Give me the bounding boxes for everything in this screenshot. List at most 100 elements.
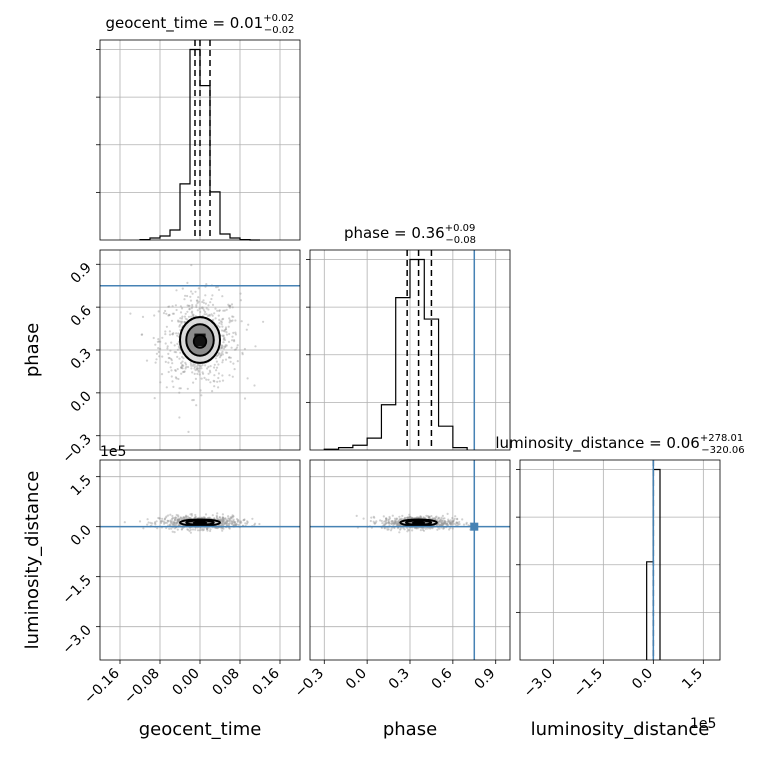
sample-point (438, 520, 441, 523)
sample-point (197, 370, 200, 373)
sample-point (225, 518, 228, 522)
sample-point (440, 516, 443, 519)
sample-point (189, 295, 192, 298)
sample-point (440, 521, 443, 524)
sample-point (180, 518, 183, 521)
sample-point (193, 363, 196, 366)
sample-point (446, 522, 449, 525)
sample-point (200, 516, 203, 519)
sample-point (196, 529, 200, 532)
sample-point (415, 527, 418, 530)
sample-point (202, 299, 205, 302)
sample-point (224, 328, 228, 331)
sample-point (179, 387, 182, 390)
sample-point (227, 515, 230, 518)
sample-point (170, 518, 173, 521)
sample-point (217, 372, 220, 375)
sample-point (405, 516, 409, 519)
sample-point (229, 516, 232, 519)
sample-point (170, 527, 173, 530)
sample-point (191, 305, 194, 308)
sample-point (208, 369, 211, 372)
sample-point (186, 294, 189, 298)
sample-point (218, 309, 221, 312)
sample-point (164, 309, 167, 313)
sample-point (221, 519, 224, 522)
sample-point (171, 380, 174, 383)
sample-point (235, 518, 239, 521)
sample-point (222, 338, 225, 341)
sample-point (447, 520, 450, 523)
sample-point (398, 515, 401, 518)
sample-point (406, 516, 409, 520)
sample-point (221, 522, 224, 525)
sample-point (441, 514, 444, 518)
sample-point (209, 301, 212, 304)
sample-point (207, 304, 210, 307)
sample-point (439, 518, 442, 521)
sample-point (443, 521, 446, 525)
sample-point (221, 374, 224, 377)
sample-point (448, 521, 451, 524)
sample-point (447, 518, 450, 521)
sample-point (191, 364, 195, 367)
sample-point (167, 361, 170, 364)
sample-point (456, 522, 459, 525)
sample-point (218, 325, 221, 328)
sample-point (168, 357, 171, 360)
sample-point (197, 364, 200, 367)
sample-point (438, 523, 441, 527)
sample-point (195, 304, 198, 307)
sample-point (193, 372, 196, 375)
sample-point (176, 519, 179, 522)
sample-point (467, 524, 470, 527)
sample-point (190, 514, 193, 517)
x-tick-label: 0.0 (343, 666, 370, 693)
sample-point (167, 352, 170, 355)
sample-point (190, 264, 193, 267)
sample-point (182, 364, 185, 367)
sample-point (179, 311, 183, 314)
sample-point (176, 518, 180, 521)
sample-point (206, 529, 209, 532)
sample-point (157, 350, 160, 354)
sample-point (408, 515, 411, 519)
sample-point (161, 336, 164, 339)
sample-point (183, 320, 186, 323)
sample-point (176, 519, 179, 522)
sample-point (221, 353, 224, 356)
sample-point (221, 521, 224, 525)
sample-point (235, 523, 238, 527)
sample-point (222, 341, 225, 344)
sample-point (153, 397, 156, 400)
sample-point (232, 331, 235, 334)
y-axis-label-luminosity_distance: luminosity_distance (22, 471, 43, 650)
sample-point (424, 527, 427, 530)
sample-point (392, 522, 395, 525)
sample-point (387, 520, 390, 524)
sample-point (181, 516, 184, 519)
sample-point (234, 521, 237, 524)
sample-point (223, 345, 227, 348)
sample-point (206, 314, 210, 317)
sample-point (177, 345, 180, 348)
title-minus: −0.08 (445, 235, 476, 246)
sample-point (227, 517, 230, 520)
sample-point (170, 357, 173, 361)
sample-point (221, 516, 224, 519)
sample-point (225, 522, 228, 525)
sample-point (178, 518, 182, 521)
sample-point (387, 519, 390, 522)
sample-point (230, 515, 234, 519)
sample-point (232, 315, 235, 318)
sample-point (217, 353, 220, 356)
sample-point (237, 523, 240, 526)
sample-point (394, 519, 397, 522)
sample-point (441, 519, 444, 523)
sample-point (179, 317, 182, 320)
sample-point (170, 375, 173, 378)
sample-point (177, 519, 180, 523)
sample-point (373, 516, 376, 519)
sample-point (406, 516, 409, 519)
sample-point (428, 515, 431, 518)
